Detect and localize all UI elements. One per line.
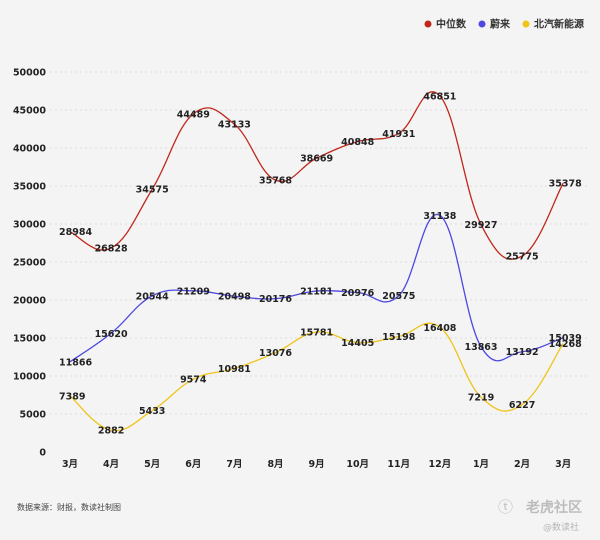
x-tick-label: 3月 [555, 459, 571, 470]
x-tick-label: 8月 [267, 459, 283, 470]
watermark-handle: @数读社 [543, 523, 580, 533]
x-tick-label: 6月 [185, 459, 201, 470]
x-tick-label: 1月 [473, 459, 489, 470]
y-tick-label: 15000 [13, 334, 46, 345]
data-label: 41931 [382, 129, 415, 140]
x-tick-label: 10月 [346, 459, 369, 470]
data-label: 40848 [341, 137, 374, 148]
data-label: 15620 [95, 329, 128, 340]
y-tick-label: 30000 [13, 220, 46, 231]
data-label: 21181 [300, 287, 333, 298]
data-label: 13076 [259, 348, 292, 359]
data-label: 21209 [177, 286, 210, 297]
data-label: 20498 [218, 292, 251, 303]
data-label: 16408 [423, 323, 456, 334]
data-label: 35768 [259, 176, 292, 187]
series-line-0 [69, 91, 564, 260]
data-label: 29927 [464, 220, 497, 231]
y-tick-label: 10000 [13, 372, 46, 383]
legend-label: 中位数 [436, 18, 467, 31]
data-label: 10981 [218, 364, 251, 375]
x-tick-label: 9月 [309, 459, 325, 470]
data-label: 35378 [549, 179, 582, 190]
data-label: 31138 [423, 211, 456, 222]
series-line-1 [69, 213, 564, 363]
data-label: 14268 [549, 339, 582, 350]
data-label: 2882 [98, 426, 124, 437]
y-tick-label: 35000 [13, 182, 46, 193]
data-label: 11866 [59, 357, 92, 368]
tiger-logo-icon: ⓣ [498, 498, 514, 516]
y-tick-label: 45000 [13, 106, 46, 117]
source-note: 数据来源：财报，数读社制图 [17, 503, 121, 512]
data-label: 15039 [549, 333, 582, 344]
legend-label: 北汽新能源 [534, 18, 584, 31]
data-label: 6227 [509, 400, 535, 411]
data-label: 9574 [180, 375, 207, 386]
data-label: 15781 [300, 328, 333, 339]
series-line-2 [69, 322, 564, 432]
legend-marker [424, 20, 432, 28]
x-tick-label: 7月 [226, 459, 242, 470]
data-label: 20575 [382, 291, 415, 302]
x-tick-label: 12月 [429, 459, 452, 470]
data-label: 28984 [59, 227, 92, 238]
data-label: 34575 [136, 185, 169, 196]
data-label: 5433 [139, 406, 165, 417]
data-label: 38669 [300, 154, 333, 165]
data-label: 43133 [218, 120, 251, 131]
x-tick-label: 5月 [144, 459, 160, 470]
data-label: 25775 [506, 252, 539, 263]
data-label: 13192 [506, 347, 539, 358]
data-label: 13863 [464, 342, 497, 353]
data-label: 44489 [177, 109, 210, 120]
data-label: 20976 [341, 288, 374, 299]
watermark-brand: 老虎社区 [526, 500, 582, 516]
legend-marker [478, 20, 486, 28]
data-label: 7389 [59, 391, 85, 402]
data-label: 26828 [95, 244, 128, 255]
data-label: 14405 [341, 338, 374, 349]
legend-marker [522, 20, 530, 28]
y-tick-label: 5000 [20, 410, 47, 421]
x-tick-label: 3月 [62, 459, 78, 470]
x-tick-label: 11月 [387, 459, 410, 470]
data-label: 46851 [423, 91, 456, 102]
legend-label: 蔚来 [490, 18, 511, 31]
data-label: 7219 [468, 393, 494, 404]
x-tick-label: 4月 [103, 459, 119, 470]
data-label: 20544 [136, 291, 169, 302]
y-tick-label: 50000 [13, 68, 46, 79]
y-tick-label: 0 [39, 448, 46, 459]
y-tick-label: 25000 [13, 258, 46, 269]
y-tick-label: 40000 [13, 144, 46, 155]
y-tick-label: 20000 [13, 296, 46, 307]
data-label: 20176 [259, 294, 292, 305]
data-label: 15198 [382, 332, 415, 343]
x-tick-label: 2月 [514, 459, 530, 470]
